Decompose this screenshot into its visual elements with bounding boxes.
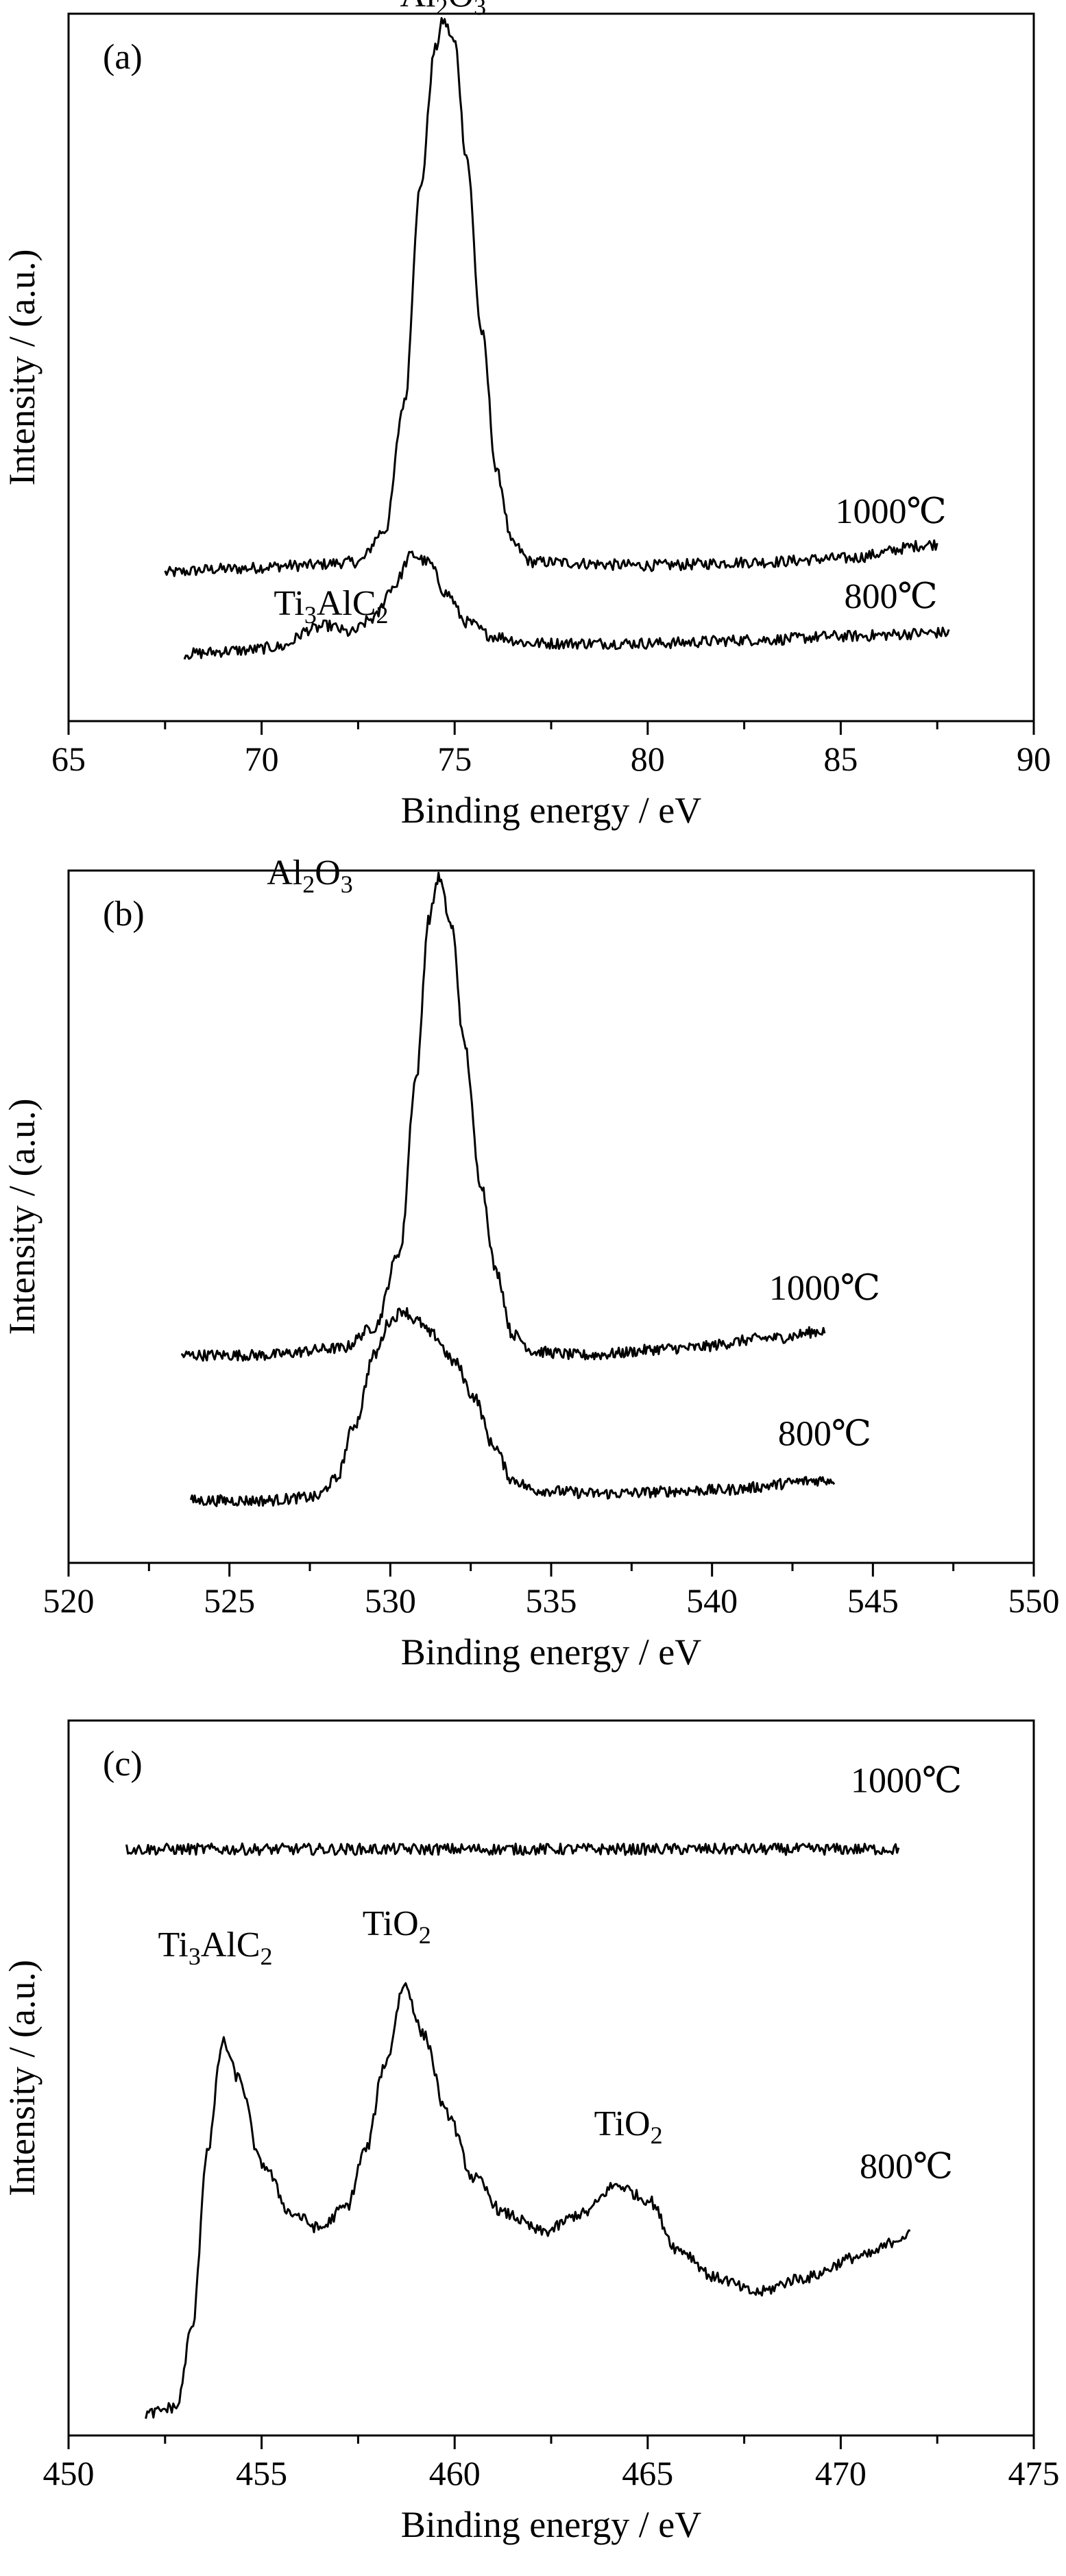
x-tick-label: 535 <box>526 1581 577 1620</box>
series-line-1000℃ <box>164 16 938 577</box>
peak-annotation: TiO2 <box>363 1904 431 1949</box>
peak-annotation: Al2O3 <box>267 853 353 898</box>
series-label: 800℃ <box>860 2148 953 2187</box>
x-tick-label: 70 <box>245 740 279 778</box>
y-axis-label: Intensity / (a.u.) <box>1 250 43 486</box>
x-tick-label: 470 <box>815 2454 867 2492</box>
chart-panel-2: 520 525 530 535 540 545 550 Binding energy / eV… <box>1 853 1060 1673</box>
x-tick-label: 85 <box>823 740 858 778</box>
plot-frame <box>67 869 1035 1564</box>
x-tick-label: 455 <box>236 2454 287 2492</box>
chart-panel-3: 450 455 460 465 470 475 Binding energy / eV Int… <box>1 1719 1060 2545</box>
series-label: 1000℃ <box>851 1761 962 1800</box>
x-tick-label: 520 <box>43 1581 95 1620</box>
series-line-800℃ <box>183 550 950 660</box>
x-tick-label: 465 <box>622 2454 673 2492</box>
x-tick-label: 80 <box>631 740 665 778</box>
x-axis-label: Binding energy / eV <box>401 1631 701 1673</box>
y-axis-label: Intensity / (a.u.) <box>1 1960 43 2196</box>
series-label: 800℃ <box>845 577 938 616</box>
peak-annotation: Ti3AlC2 <box>274 584 388 629</box>
x-tick-label: 460 <box>429 2454 481 2492</box>
chart-panel-1: 65 70 75 80 85 90 Binding energy / eV Intensity… <box>1 0 1051 831</box>
x-tick-label: 540 <box>686 1581 738 1620</box>
x-tick-label: 525 <box>204 1581 255 1620</box>
x-tick-label: 475 <box>1008 2454 1060 2492</box>
x-tick-label: 545 <box>847 1581 899 1620</box>
series-label: 1000℃ <box>769 1269 880 1308</box>
x-tick-label: 75 <box>437 740 472 778</box>
peak-annotation: TiO2 <box>594 2104 663 2149</box>
x-tick-label: 90 <box>1017 740 1051 778</box>
x-tick-label: 530 <box>365 1581 416 1620</box>
y-axis-label: Intensity / (a.u.) <box>1 1099 43 1335</box>
x-axis-label: Binding energy / eV <box>401 2504 701 2545</box>
series-line-1000℃ <box>181 871 826 1362</box>
peak-annotation: Al2O3 <box>400 0 487 21</box>
panel-label: (a) <box>103 38 143 77</box>
x-axis-label: Binding energy / eV <box>401 790 701 831</box>
peak-annotation: Ti3AlC2 <box>158 1925 272 1970</box>
series-line-800℃ <box>189 1307 836 1507</box>
panel-label: (b) <box>103 895 145 934</box>
panel-label: (c) <box>103 1745 143 1784</box>
x-tick-label: 450 <box>43 2454 95 2492</box>
plot-frame <box>67 1719 1035 2437</box>
series-line-800℃ <box>145 1982 910 2419</box>
series-label: 800℃ <box>778 1414 871 1453</box>
series-label: 1000℃ <box>836 492 947 531</box>
x-tick-label: 550 <box>1008 1581 1060 1620</box>
series-line-1000℃ <box>125 1842 900 1856</box>
x-tick-label: 65 <box>51 740 86 778</box>
